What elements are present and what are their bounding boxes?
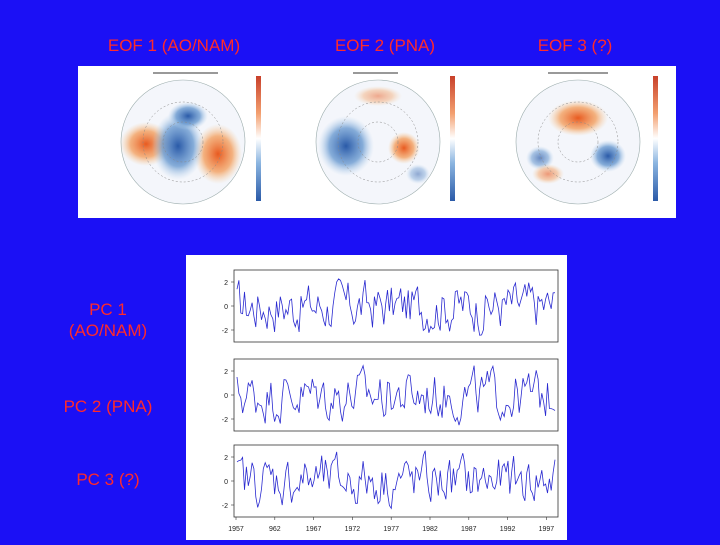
eof2-title: EOF 2 (PNA) — [334, 36, 436, 55]
eof-maps-panel — [78, 66, 676, 218]
pc1-label-line1: PC 1 — [89, 300, 127, 319]
pc2-series-panel: 2 0 -2 — [222, 358, 559, 432]
pc3-series-panel: 2 0 -2 — [222, 444, 559, 518]
pc1-label-line2: (AO/NAM) — [68, 321, 148, 340]
xtick-label: 1977 — [383, 526, 399, 533]
pc2-ytick-label: 2 — [224, 369, 228, 376]
xtick-label: 1997 — [539, 526, 555, 533]
eof3-title: EOF 3 (?) — [537, 36, 613, 55]
eof1-map — [120, 72, 261, 205]
xtick-label: 1967 — [306, 526, 322, 533]
pc1-ytick-label: 0 — [224, 304, 228, 311]
eof-maps-svg — [120, 72, 658, 205]
pc2-series-line — [236, 364, 556, 426]
pc-timeseries-panel: 2 0 -2 2 0 -2 2 0 -2 1957 962 1967 1972 1977 1982 1987 1… — [186, 255, 567, 540]
pc2-ytick-label: 0 — [224, 393, 228, 400]
xtick-label: 962 — [269, 526, 281, 533]
eof1-title: EOF 1 (AO/NAM) — [107, 36, 241, 55]
pc1-ytick-label: -2 — [222, 328, 228, 335]
pc1-series-panel: 2 0 -2 — [222, 269, 559, 343]
pc1-ytick-label: 2 — [224, 280, 228, 287]
pc-timeseries-chart: 2 0 -2 2 0 -2 2 0 -2 1957 962 1967 1972 1977 1982 1987 1… — [222, 269, 559, 533]
xtick-label: 1992 — [500, 526, 516, 533]
pc3-series-line — [236, 450, 556, 510]
xtick-label: 1987 — [461, 526, 477, 533]
pc3-ytick-label: 0 — [224, 479, 228, 486]
eof3-map — [515, 72, 658, 205]
xtick-label: 1957 — [228, 526, 244, 533]
pc3-label: PC 3 (?) — [76, 470, 140, 489]
pc3-ytick-label: 2 — [224, 455, 228, 462]
pc2-ytick-label: -2 — [222, 417, 228, 424]
pc1-series-line — [236, 278, 556, 336]
pc2-label: PC 2 (PNA) — [63, 397, 153, 416]
pc3-ytick-label: -2 — [222, 503, 228, 510]
pc1-label: PC 1 (AO/NAM) — [33, 299, 183, 341]
xtick-label: 1982 — [422, 526, 438, 533]
xtick-label: 1972 — [345, 526, 361, 533]
eof2-map — [315, 72, 455, 205]
